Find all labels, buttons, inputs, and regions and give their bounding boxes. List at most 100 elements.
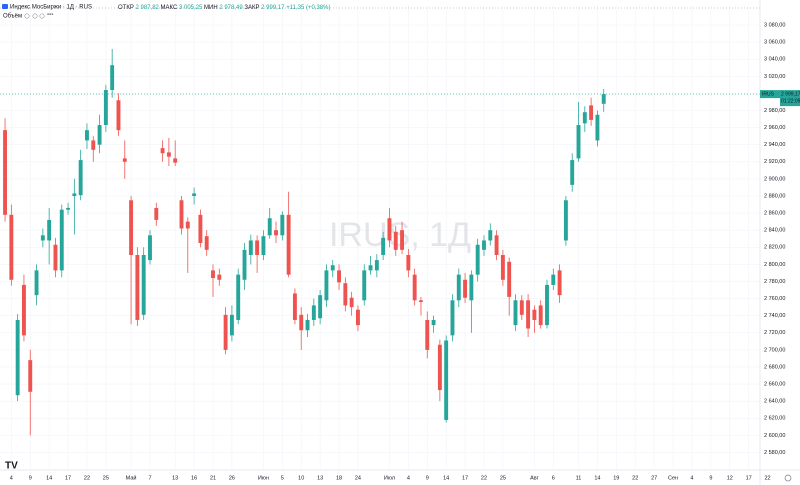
x-tick-label: 27 — [651, 475, 657, 481]
candle-body — [248, 240, 253, 255]
candle-body — [21, 284, 26, 336]
price-axis: 2 580,00 2 600,00 2 620,00 2 640,00 2 660,00… — [760, 22, 800, 456]
tv-logo[interactable]: TV — [5, 461, 18, 472]
candle-body — [160, 148, 165, 154]
legend-value: 2 999,17 — [261, 5, 285, 11]
candle-body — [557, 270, 562, 296]
x-tick-label: 22 — [84, 475, 90, 481]
y-tick-label: 2 920,00 — [764, 159, 785, 165]
legend-value: 2 978,49 — [219, 5, 243, 11]
candle-body — [393, 231, 398, 250]
x-tick-label: 17 — [462, 475, 468, 481]
candle-body — [255, 240, 260, 255]
candle-body — [576, 125, 581, 159]
candle-body — [185, 221, 190, 229]
candle-body — [40, 235, 45, 241]
legend-name: МАКС — [161, 5, 178, 11]
y-tick-label: 2 640,00 — [764, 399, 785, 405]
legend-change-pct: (+0,38%) — [306, 5, 331, 11]
x-tick-label: 4 — [407, 475, 410, 481]
legend-value: 2 987,82 — [136, 5, 160, 11]
candle-body — [387, 218, 392, 241]
x-tick-label: 12 — [727, 475, 733, 481]
candle-body — [437, 344, 442, 391]
legend-name: ЗАКР — [244, 5, 259, 11]
remove-icon[interactable] — [39, 13, 45, 19]
y-tick-label: 2 960,00 — [764, 125, 785, 131]
candle-body — [116, 100, 121, 131]
x-tick-label: 4 — [10, 475, 13, 481]
candle-body — [469, 274, 474, 301]
candle-body — [532, 309, 537, 320]
y-tick-label: 2 980,00 — [764, 108, 785, 114]
symbol-icon — [2, 4, 8, 9]
candle-body — [198, 214, 203, 244]
x-tick-label: 18 — [336, 475, 342, 481]
candle-body — [463, 279, 468, 298]
candle-body — [299, 314, 304, 331]
x-tick-label: 25 — [500, 475, 506, 481]
candle-body — [236, 274, 241, 320]
candle-body — [324, 270, 329, 301]
hide-icon[interactable] — [24, 13, 30, 19]
candle-body — [500, 254, 505, 280]
candle-body — [229, 314, 234, 336]
x-tick-label: 6 — [552, 475, 555, 481]
candle-body — [242, 249, 247, 280]
candle-body — [595, 114, 600, 141]
candle-body — [305, 319, 310, 331]
candle-body — [406, 254, 411, 271]
candle-body — [166, 152, 171, 157]
candle-body — [488, 230, 493, 241]
settings-icon[interactable] — [32, 13, 38, 19]
grid — [0, 5, 760, 470]
x-tick-label: 17 — [65, 475, 71, 481]
y-tick-label: 2 820,00 — [764, 245, 785, 251]
candle-body — [538, 305, 543, 326]
candle-body — [570, 160, 575, 185]
candle-body — [355, 309, 360, 326]
y-tick-label: 2 580,00 — [764, 450, 785, 456]
candle-body — [330, 265, 335, 271]
y-tick-label: 2 760,00 — [764, 296, 785, 302]
x-tick-label: 24 — [355, 475, 361, 481]
candle-body — [204, 236, 209, 250]
x-tick-label: 13 — [172, 475, 178, 481]
x-tick-label: 4 — [690, 475, 693, 481]
x-tick-label: 17 — [746, 475, 752, 481]
x-tick-label: 5 — [281, 475, 284, 481]
price-tag-symbol: IRUS — [762, 91, 775, 97]
candle-body — [173, 158, 178, 163]
candle-body — [110, 65, 115, 90]
candle-body — [482, 240, 486, 250]
volume-label[interactable]: Объём — [3, 14, 22, 20]
candle-body — [551, 274, 556, 285]
candle-body — [15, 319, 20, 396]
candle-body — [563, 200, 568, 241]
candle-body — [223, 314, 228, 350]
x-tick-label: 21 — [210, 475, 216, 481]
candle-body — [381, 237, 386, 255]
y-tick-label: 3 020,00 — [764, 74, 785, 80]
legend-change: +11,35 — [286, 5, 305, 11]
candle-body — [72, 193, 77, 196]
more-icon[interactable]: ••• — [47, 13, 53, 19]
candle-body — [545, 284, 549, 326]
time-axis: 4 9 14 17 22 25 Май 7 13 16 21 26 Июн 5 10 13 18 24 Июл 4 9 1… — [10, 474, 771, 481]
candle-body — [419, 300, 423, 303]
price-tag-label: 2 999,17 — [781, 91, 800, 97]
candle-body — [192, 193, 197, 196]
x-tick-label: Авг — [530, 475, 539, 481]
symbol-title[interactable]: Индекс МосБиржи · 1Д · RUS — [10, 5, 92, 11]
candle-body — [444, 340, 449, 420]
x-tick-label: Июн — [258, 475, 269, 481]
x-tick-label: Июл — [384, 475, 395, 481]
y-tick-label: 3 060,00 — [764, 40, 785, 46]
x-tick-label: 11 — [576, 475, 582, 481]
axis-settings-icon[interactable] — [784, 474, 792, 482]
candle-body — [507, 261, 512, 297]
candle-body — [311, 305, 316, 320]
candle-body — [28, 360, 33, 392]
